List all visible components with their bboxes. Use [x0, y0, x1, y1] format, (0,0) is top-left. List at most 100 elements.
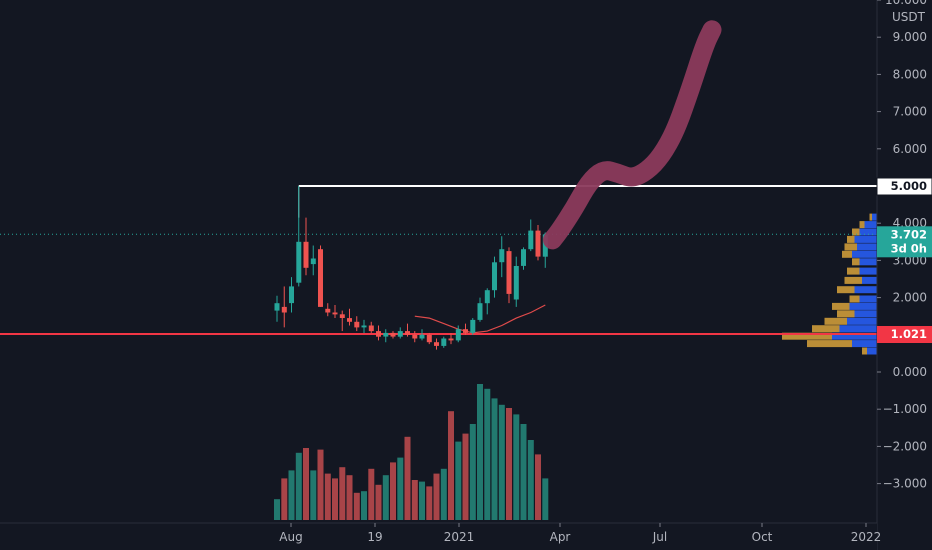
candle-body [506, 251, 512, 294]
time-tick-label: Aug [279, 530, 302, 544]
candle-body [354, 321, 360, 328]
volume-bar [448, 411, 454, 520]
volume-profile-up-bar [854, 286, 877, 294]
candle-body [441, 338, 447, 346]
support-badge-text: 1.021 [891, 327, 927, 341]
volume-bar [477, 384, 483, 520]
volume-bar [411, 480, 418, 520]
volume-bar [303, 448, 309, 520]
volume-profile-down-bar [847, 235, 855, 243]
candle-body [535, 230, 541, 257]
candle-body [434, 342, 439, 346]
candle-body [405, 331, 410, 335]
candle-body [347, 318, 352, 322]
volume-bar [346, 475, 353, 520]
volume-profile-up-bar [832, 332, 877, 340]
price-tick-label: 10.000 [885, 0, 927, 7]
candle-body [303, 241, 309, 268]
volume-profile-up-bar [859, 228, 877, 236]
time-tick-label: Apr [550, 530, 571, 544]
resistance-badge[interactable] [876, 177, 932, 196]
price-axis[interactable] [877, 0, 932, 550]
volume-bar [535, 454, 541, 520]
volume-bar [317, 449, 324, 520]
volume-profile-up-bar [849, 302, 877, 310]
volume-bar [433, 473, 440, 520]
volume-bar [382, 475, 389, 520]
volume-bar [353, 492, 360, 520]
volume-bar [397, 457, 404, 520]
candle-body [455, 329, 461, 341]
volume-profile-up-bar [862, 276, 877, 284]
candle-body [296, 241, 302, 283]
volume-profile-up-bar [852, 340, 877, 348]
moving-average-line [414, 304, 546, 334]
volume-bar [498, 404, 505, 520]
volume-bar [288, 470, 295, 520]
volume-profile-down-bar [782, 332, 832, 340]
volume-profile-up-bar [864, 221, 877, 229]
support-badge[interactable] [877, 326, 932, 343]
time-tick-label: 2021 [444, 530, 475, 544]
volume-profile-down-bar [824, 317, 847, 325]
volume-bar [426, 486, 433, 520]
candle-body [281, 306, 287, 313]
candle-body [412, 334, 418, 339]
volume-profile-up-bar [854, 235, 877, 243]
candle-body [339, 314, 345, 318]
candle-body [499, 249, 505, 263]
volume-bar [324, 473, 331, 520]
volume-profile-down-bar [859, 221, 865, 229]
volume-bar [419, 481, 425, 520]
time-tick-label: Oct [752, 530, 773, 544]
candle-body [361, 325, 367, 328]
current-price-badge-text: 3.702 [891, 227, 927, 241]
candle-body [477, 303, 483, 320]
candle-body [426, 334, 432, 343]
volume-profile-up-bar [859, 267, 877, 275]
volume-bar [390, 462, 396, 520]
candle-body [470, 319, 476, 333]
volume-profile-down-bar [832, 302, 850, 310]
volume-profile-up-bar [867, 347, 877, 355]
current-price-badge-text: 3d 0h [891, 241, 927, 255]
volume-profile-up-bar [859, 258, 877, 266]
current-price-badge[interactable] [877, 226, 932, 258]
time-axis[interactable] [0, 523, 877, 550]
candle-body [332, 312, 338, 315]
candle-body [310, 258, 316, 265]
volume-bar [310, 470, 317, 520]
volume-bar [295, 452, 302, 520]
volume-profile-down-bar [869, 213, 872, 221]
volume-bar [339, 467, 346, 520]
price-tick-label: −1.000 [883, 402, 927, 416]
volume-profile-down-bar [812, 325, 840, 333]
time-tick-label: 2022 [851, 530, 882, 544]
price-tick-label: 8.000 [893, 67, 927, 81]
volume-profile-down-bar [852, 228, 860, 236]
volume-profile-down-bar [807, 340, 852, 348]
volume-profile-down-bar [837, 310, 855, 318]
candle-body [463, 329, 468, 333]
volume-profile-down-bar [849, 295, 860, 303]
currency-label: USDT [892, 10, 926, 24]
price-tick-label: 9.000 [893, 30, 927, 44]
volume-bar [542, 478, 549, 520]
volume-profile-up-bar [859, 295, 877, 303]
projection-drawing[interactable] [543, 20, 722, 250]
volume-bar [506, 408, 512, 520]
volume-bar [404, 436, 411, 520]
candle-body [448, 338, 454, 341]
candle-body [528, 230, 534, 250]
volume-bar [527, 440, 534, 520]
volume-bar [440, 468, 447, 520]
time-tick-label: 19 [367, 530, 382, 544]
volume-profile-up-bar [847, 317, 877, 325]
candle-body [390, 332, 396, 337]
price-tick-label: 6.000 [893, 142, 927, 156]
candle-body [521, 249, 526, 266]
price-tick-label: −3.000 [883, 477, 927, 491]
candle-body [274, 303, 280, 311]
